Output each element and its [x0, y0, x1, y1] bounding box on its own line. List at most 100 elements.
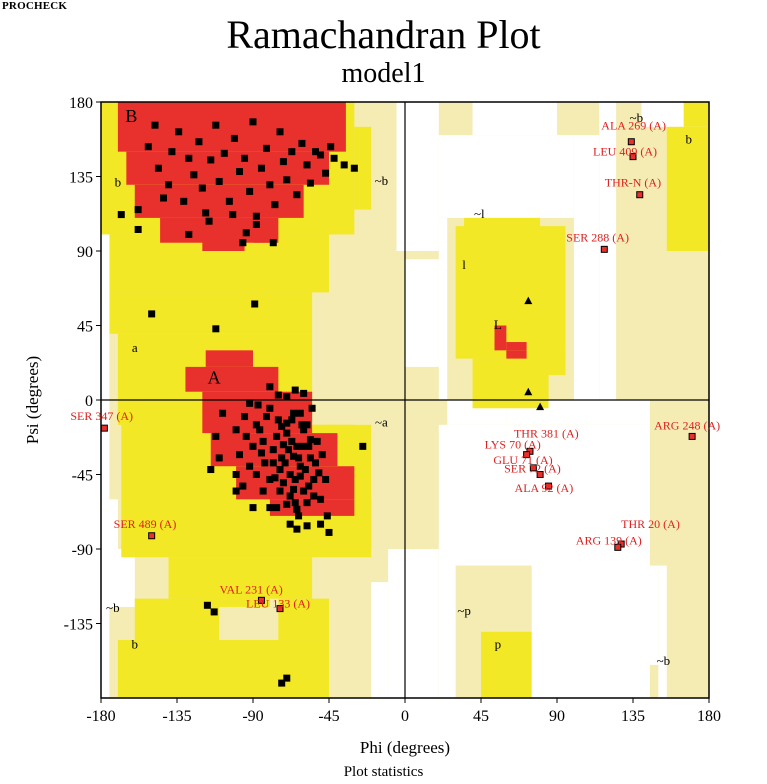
disallowed-region — [371, 582, 389, 698]
outlier-label: SER 288 (A) — [566, 230, 629, 244]
residue-point — [202, 209, 210, 217]
y-tick-label: 180 — [69, 95, 93, 112]
y-axis-label: Psi (degrees) — [23, 356, 42, 444]
glycine-point — [524, 296, 533, 305]
allowed-region — [481, 631, 532, 698]
residue-point — [203, 601, 211, 609]
residue-point — [308, 404, 316, 412]
outlier-label: ALA 92 (A) — [515, 481, 574, 495]
residue-point — [230, 134, 238, 142]
residue-point — [239, 482, 247, 490]
x-tick-label: -180 — [86, 708, 115, 725]
glycine-point — [536, 402, 545, 411]
residue-point — [220, 149, 228, 157]
outlier-point — [600, 245, 608, 253]
x-tick-label: 180 — [697, 708, 721, 725]
residue-point — [185, 230, 193, 238]
outlier-point — [688, 432, 696, 440]
residue-point — [296, 462, 304, 470]
outlier-point — [545, 482, 553, 490]
residue-point — [317, 495, 325, 503]
outlier-label: VAL 231 (A) — [219, 582, 282, 596]
y-tick-label: 135 — [69, 170, 93, 187]
residue-point — [317, 151, 325, 159]
residue-point — [323, 512, 331, 520]
residue-point — [276, 487, 284, 495]
residue-point — [159, 194, 167, 202]
residue-point — [301, 466, 309, 474]
outlier-label: LEU 133 (A) — [246, 597, 310, 611]
residue-point — [249, 118, 257, 126]
outlier-point — [257, 596, 265, 604]
core-region — [494, 325, 507, 351]
residue-point — [315, 469, 323, 477]
residue-point — [278, 422, 286, 430]
residue-point — [291, 499, 299, 507]
residue-point — [207, 466, 215, 474]
residue-point — [257, 164, 265, 172]
residue-point — [278, 679, 286, 687]
residue-point — [259, 437, 267, 445]
outlier-label: LYS 70 (A) — [485, 438, 541, 452]
residue-point — [235, 451, 243, 459]
residue-point — [212, 121, 220, 129]
residue-point — [266, 383, 274, 391]
outlier-point — [148, 532, 156, 540]
outlier-point — [629, 153, 637, 161]
residue-point — [198, 184, 206, 192]
outlier-label: ALA 269 (A) — [601, 119, 666, 133]
region-label: p — [495, 636, 502, 651]
residue-point — [154, 164, 162, 172]
region-label: b — [115, 174, 122, 189]
residue-point — [295, 454, 303, 462]
glycine-point — [524, 387, 533, 396]
allowed-region — [117, 640, 329, 698]
y-tick-label: -45 — [72, 468, 93, 485]
disallowed-region — [438, 135, 574, 218]
region-label: ~b — [630, 110, 644, 125]
residue-point — [303, 499, 311, 507]
residue-point — [288, 416, 296, 424]
residue-point — [266, 404, 274, 412]
residue-point — [300, 426, 308, 434]
residue-point — [283, 500, 291, 508]
residue-point — [168, 148, 176, 156]
outlier-label: SER 489 (A) — [114, 517, 177, 531]
residue-point — [235, 168, 243, 176]
residue-point — [252, 421, 260, 429]
residue-point — [242, 229, 250, 237]
residue-point — [293, 525, 301, 533]
residue-point — [180, 197, 188, 205]
residue-point — [293, 505, 301, 513]
y-tick-label: 90 — [77, 244, 93, 261]
residue-point — [298, 442, 306, 450]
residue-point — [305, 442, 313, 450]
residue-point — [283, 393, 291, 401]
residue-point — [283, 176, 291, 184]
residue-point — [232, 426, 240, 434]
residue-point — [283, 429, 291, 437]
residue-point — [242, 432, 250, 440]
residue-point — [252, 471, 260, 478]
residue-point — [165, 181, 173, 189]
allowed-region — [202, 590, 270, 607]
residue-point — [249, 504, 257, 512]
core-region — [219, 424, 237, 450]
residue-point — [273, 432, 281, 440]
residue-point — [239, 239, 247, 247]
residue-point — [249, 442, 257, 450]
residue-point — [190, 171, 198, 179]
residue-point — [290, 485, 298, 493]
region-label: ~b — [106, 600, 120, 615]
region-label: A — [208, 367, 221, 387]
allowed-region — [683, 102, 709, 127]
residue-point — [291, 475, 299, 483]
region-label: ~b — [657, 653, 671, 668]
residue-point — [300, 487, 308, 495]
residue-point — [215, 454, 223, 462]
allowed-region — [455, 226, 566, 359]
residue-point — [350, 164, 358, 172]
residue-point — [276, 128, 284, 136]
residue-point — [215, 177, 223, 185]
